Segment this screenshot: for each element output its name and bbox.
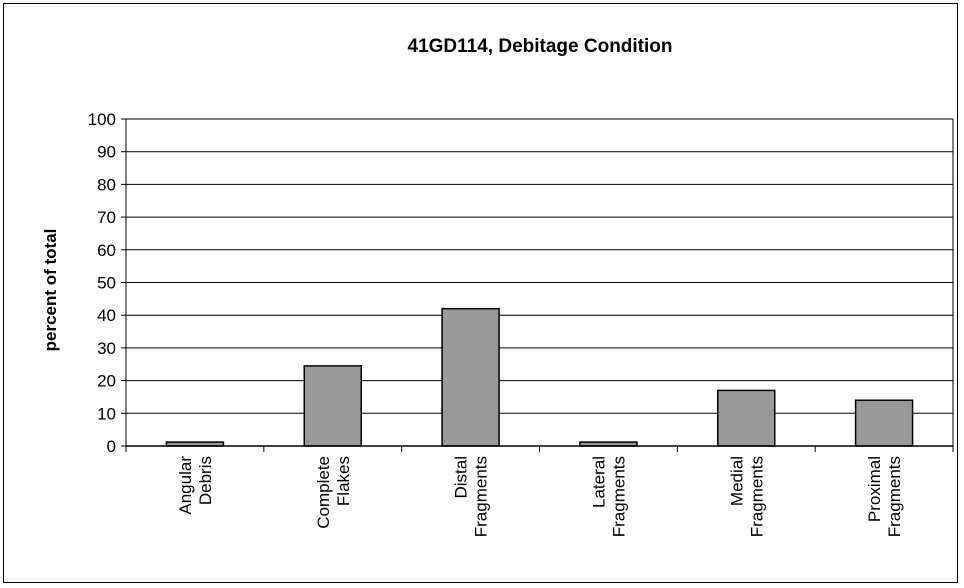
x-tick-label-line: Angular [176,456,195,515]
x-tick-label-line: Flakes [334,456,353,506]
x-tick-label-line: Complete [314,456,333,529]
y-tick-labels: 0 10 20 30 40 50 60 70 80 90 100 [88,110,116,456]
x-tick-label-line: Lateral [589,456,608,508]
x-tick-label: Medial Fragments [727,456,766,537]
bar [303,365,362,447]
bar [854,399,914,447]
y-axis-label: percent of total [41,229,60,352]
y-tick-label: 60 [97,241,116,260]
x-tick-label-line: Fragments [609,456,628,537]
chart-title: 41GD114, Debitage Condition [408,36,673,57]
chart-frame [3,3,958,583]
x-tick-label-line: Medial [727,456,746,506]
x-tick-label-line: Debris [196,456,215,505]
y-tick-label: 70 [97,208,116,227]
y-tick-label: 80 [97,175,116,194]
y-tick-label: 20 [97,372,116,391]
bar [441,307,500,447]
y-tick-label: 0 [107,437,116,456]
y-tick-label: 40 [97,306,116,325]
x-tick-label-line: Fragments [747,456,766,537]
x-tick-label-line: Fragments [885,456,904,537]
x-tick-label: Angular Debris [176,456,215,515]
x-tick-label: Complete Flakes [314,456,353,529]
x-tick-label-line: Fragments [472,456,491,537]
bars [165,307,914,447]
x-tick-label-line: Proximal [865,456,884,522]
x-tick-label: Lateral Fragments [589,456,628,537]
axes [121,118,954,452]
x-tick-label: Distal Fragments [452,456,491,537]
x-tick-label-line: Distal [452,456,471,499]
x-tick-labels: Angular Debris Complete Flakes Distal Fragmen… [176,456,904,538]
y-tick-label: 90 [97,143,116,162]
bar [717,389,776,447]
y-tick-label: 50 [97,274,116,293]
x-tick-label: Proximal Fragments [865,456,904,537]
y-tick-label: 100 [88,110,116,129]
y-tick-label: 10 [97,404,116,423]
gridlines [126,118,953,414]
y-tick-label: 30 [97,339,116,358]
